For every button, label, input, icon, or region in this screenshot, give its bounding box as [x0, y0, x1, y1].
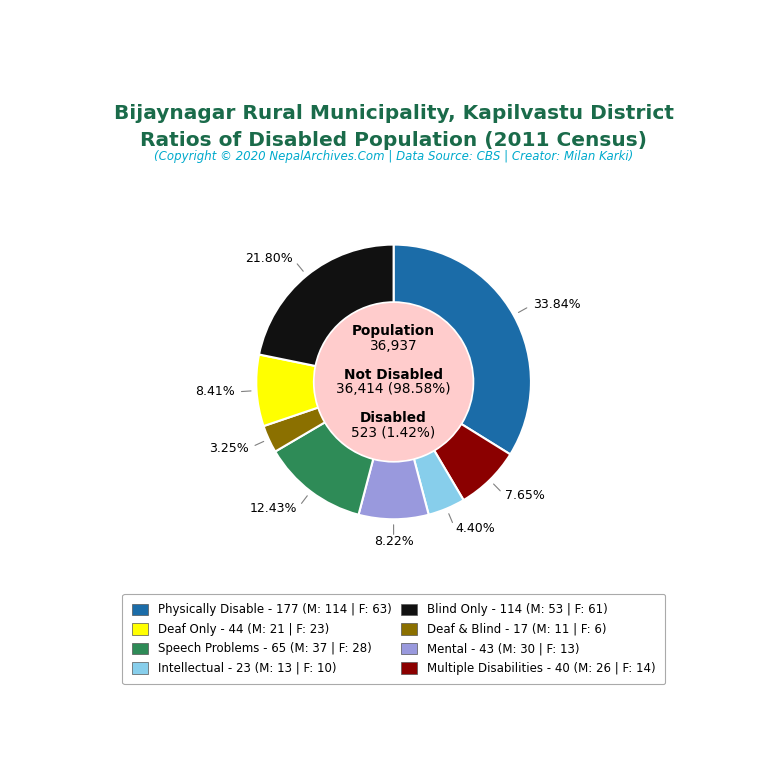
Text: Bijaynagar Rural Municipality, Kapilvastu District: Bijaynagar Rural Municipality, Kapilvast… [114, 104, 674, 123]
Text: Disabled: Disabled [360, 411, 427, 425]
Text: 4.40%: 4.40% [455, 522, 495, 535]
Circle shape [316, 303, 472, 460]
Text: Ratios of Disabled Population (2011 Census): Ratios of Disabled Population (2011 Cens… [140, 131, 647, 150]
Text: 36,937: 36,937 [369, 339, 418, 353]
Wedge shape [434, 424, 510, 500]
Wedge shape [393, 244, 531, 455]
Wedge shape [259, 244, 394, 366]
Text: 12.43%: 12.43% [250, 502, 297, 515]
Wedge shape [275, 422, 373, 515]
Text: 7.65%: 7.65% [505, 489, 545, 502]
Text: 3.25%: 3.25% [209, 442, 249, 455]
Text: (Copyright © 2020 NepalArchives.Com | Data Source: CBS | Creator: Milan Karki): (Copyright © 2020 NepalArchives.Com | Da… [154, 150, 634, 163]
Text: 33.84%: 33.84% [533, 298, 581, 311]
Legend: Physically Disable - 177 (M: 114 | F: 63), Deaf Only - 44 (M: 21 | F: 23), Speec: Physically Disable - 177 (M: 114 | F: 63… [122, 594, 665, 684]
Wedge shape [257, 355, 318, 426]
Text: 21.80%: 21.80% [245, 252, 293, 265]
Text: 523 (1.42%): 523 (1.42%) [352, 425, 435, 439]
Text: 36,414 (98.58%): 36,414 (98.58%) [336, 382, 451, 396]
Text: Not Disabled: Not Disabled [344, 368, 443, 382]
Text: 8.22%: 8.22% [374, 535, 413, 548]
Wedge shape [414, 451, 464, 515]
Text: Population: Population [352, 324, 435, 339]
Wedge shape [359, 459, 429, 519]
Wedge shape [263, 408, 325, 452]
Text: 8.41%: 8.41% [195, 386, 234, 399]
